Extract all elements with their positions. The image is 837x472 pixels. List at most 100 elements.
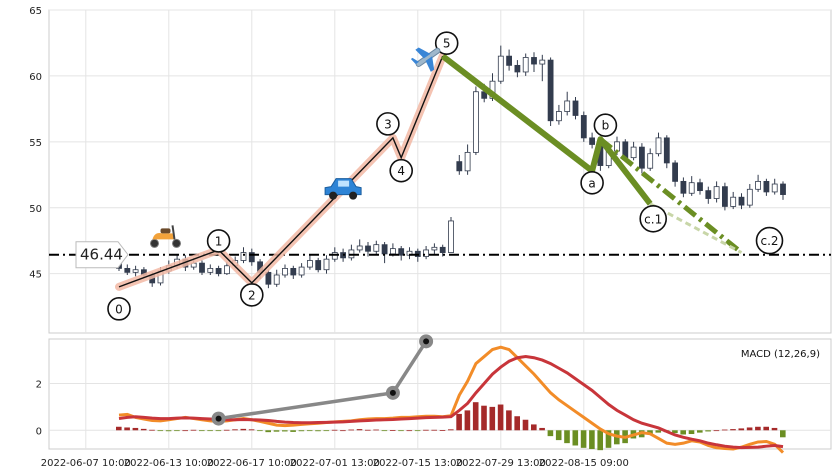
candle — [630, 141, 637, 161]
candle-body — [672, 162, 678, 182]
candle — [497, 45, 504, 84]
wave-label-1: 1 — [206, 229, 231, 253]
macd-hist-bar — [481, 405, 487, 431]
candle-body — [124, 267, 131, 273]
candle-body — [456, 161, 463, 172]
candle-body — [547, 59, 554, 122]
macd-hist-bar — [406, 430, 413, 432]
candle — [688, 176, 695, 196]
macd-trend-node — [419, 334, 434, 349]
macd-hist-bar — [290, 430, 296, 432]
wave-label-text: 0 — [115, 302, 123, 316]
macd-hist-bar — [489, 406, 496, 431]
macd-hist-bar — [240, 428, 247, 431]
macd-panel: 02 MACD (12,26,9) — [36, 334, 832, 454]
wave-label-circle — [434, 31, 459, 55]
macd-lines — [118, 345, 785, 454]
candle-body — [663, 137, 670, 164]
candle-body — [572, 100, 579, 116]
macd-hist-bar — [373, 429, 379, 431]
macd-panel-frame — [48, 338, 832, 450]
macd-hist-bar — [215, 430, 222, 432]
candle — [713, 181, 720, 203]
signal-line — [118, 355, 784, 450]
candle — [315, 257, 322, 273]
wave-label-circle — [240, 283, 264, 307]
macd-hist-bar — [190, 429, 197, 431]
macd-trend-node — [385, 385, 400, 400]
wave-label-circle — [639, 205, 668, 233]
impulse-wave-line — [118, 55, 444, 288]
macd-hist-bar — [323, 430, 330, 432]
wave-label-text: b — [602, 119, 610, 133]
candle — [763, 178, 770, 196]
candle — [132, 265, 139, 277]
x-tick-label: 2022-07-15 13:00 — [373, 458, 463, 469]
macd-hist-bar — [315, 430, 321, 432]
macd-hist-bar — [771, 427, 778, 431]
candle-body — [564, 100, 571, 112]
candle-body — [688, 182, 695, 194]
wave-label-text: c.2 — [760, 234, 778, 248]
candle — [522, 53, 529, 76]
car-wheel — [329, 191, 338, 200]
price-y-tick-label: 60 — [29, 72, 42, 83]
candle — [448, 216, 454, 253]
candle — [207, 264, 214, 275]
candle — [672, 160, 678, 187]
macd-hist-bar — [746, 427, 753, 431]
candle — [564, 91, 571, 116]
macd-hist-bar — [116, 426, 122, 431]
candle — [464, 144, 471, 175]
macd-hist-bar — [547, 430, 554, 437]
candle-body — [373, 244, 380, 252]
candle-body — [431, 246, 438, 251]
macd-hist-bar — [223, 429, 230, 431]
macd-hist-bar — [132, 427, 139, 431]
candle — [580, 111, 587, 142]
price-y-tick-label: 55 — [29, 138, 42, 149]
candle-body — [497, 55, 504, 82]
candle — [738, 193, 745, 210]
candle — [398, 245, 405, 261]
candle-body — [315, 260, 322, 271]
candle-body — [506, 55, 513, 66]
macd-hist-bar — [232, 429, 238, 431]
candle-body — [389, 248, 396, 255]
car-wheel — [349, 191, 358, 200]
wave-label-2: 2 — [240, 283, 264, 307]
macd-hist-bar — [265, 430, 271, 433]
wave-label-text: 4 — [397, 164, 405, 178]
candle — [223, 261, 230, 275]
x-tick-label: 2022-07-29 13:00 — [456, 458, 546, 469]
macd-hist-bar — [149, 429, 155, 431]
macd-y-tick-label: 0 — [36, 426, 42, 437]
candle — [539, 54, 546, 82]
candle — [199, 260, 205, 275]
wave-label-text: 1 — [215, 234, 223, 248]
candle-body — [713, 186, 720, 199]
macd-hist-bar — [697, 430, 703, 433]
macd-hist-bar — [306, 430, 313, 432]
candle-body — [746, 188, 753, 206]
wave-label-a: a — [580, 171, 604, 195]
wave-label-c.1: c.1 — [639, 205, 668, 233]
candle — [273, 269, 280, 287]
candle — [730, 191, 737, 210]
macd-hist-bar — [182, 430, 188, 432]
candle — [423, 245, 430, 260]
candle — [722, 182, 728, 211]
candle-body — [472, 91, 479, 153]
candle-body — [323, 258, 330, 271]
macd-hist-bar — [381, 430, 388, 432]
wave-pattern-lines — [115, 52, 744, 291]
candle-body — [199, 262, 205, 273]
macd-hist-bar — [140, 428, 147, 431]
candle-body — [730, 196, 737, 207]
candle-body — [655, 137, 662, 155]
macd-hist-bar — [514, 416, 520, 431]
macd-hist-bar — [331, 429, 338, 431]
wave-label-circle — [593, 113, 618, 137]
car-emoji — [324, 178, 362, 200]
